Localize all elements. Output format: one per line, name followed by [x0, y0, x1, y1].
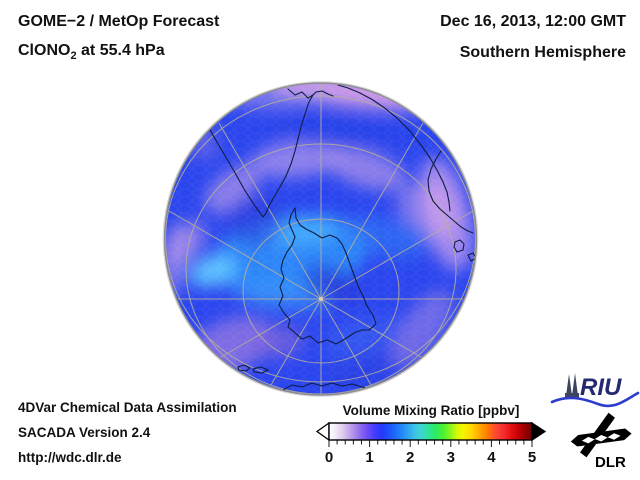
credit-url: http://wdc.dlr.de — [18, 450, 122, 465]
coast-australia — [427, 150, 474, 234]
credit-line-1: 4DVar Chemical Data Assimilation — [18, 400, 237, 415]
colorbar-ticks — [328, 440, 533, 447]
cathedral-icon — [565, 373, 579, 398]
dlr-wordmark: DLR — [595, 454, 626, 471]
tick-label-3: 3 — [447, 449, 455, 466]
plot-title-block: GOME−2 / MetOp Forecast ClONO2 at 55.4 h… — [18, 14, 219, 64]
riu-wordmark: RIU — [580, 374, 622, 401]
datetime-block: Dec 16, 2013, 12:00 GMT Southern Hemisph… — [440, 14, 626, 61]
tick-label-1: 1 — [365, 449, 373, 466]
coast-bottom-rim — [282, 382, 372, 391]
species-level-title: ClONO2 at 55.4 hPa — [18, 42, 165, 63]
coast-tasmania — [453, 239, 465, 253]
colorbar-under-arrow — [315, 421, 330, 442]
colorbar-gradient-bar — [328, 422, 533, 441]
colorbar-title: Volume Mixing Ratio [ppbv] — [343, 403, 520, 418]
globe-rim-outer — [162, 81, 479, 397]
colorbar: Volume Mixing Ratio [ppbv] 0 1 2 3 4 5 — [315, 403, 547, 466]
colorbar-over-arrow — [531, 421, 547, 442]
tick-label-2: 2 — [406, 449, 414, 466]
coast-gulf — [287, 88, 314, 99]
coast-antarctica — [278, 207, 377, 345]
dlr-emblem-icon — [570, 412, 632, 458]
region-label: Southern Hemisphere — [459, 44, 626, 61]
coast-island-a — [237, 364, 251, 372]
globe-rim — [163, 82, 478, 396]
tick-label-0: 0 — [325, 449, 333, 466]
tick-label-4: 4 — [487, 449, 496, 466]
credits-block: 4DVar Chemical Data Assimilation SACADA … — [18, 401, 237, 476]
dlr-logo: DLR — [570, 412, 632, 471]
graticule — [165, 84, 476, 395]
riu-logo: RIU — [550, 373, 640, 408]
datetime-label: Dec 16, 2013, 12:00 GMT — [440, 13, 626, 30]
south-pole-marker — [319, 297, 323, 301]
coast-island-east — [467, 252, 476, 262]
river-wave-icon — [550, 391, 640, 408]
hemisphere-map — [162, 81, 479, 397]
instrument-title: GOME−2 / MetOp Forecast — [18, 13, 220, 30]
coastlines — [197, 84, 476, 391]
colorbar-tick-labels: 0 1 2 3 4 5 — [325, 449, 536, 466]
credit-line-2: SACADA Version 2.4 — [18, 425, 151, 440]
coast-island-b — [252, 366, 269, 374]
tick-label-5: 5 — [528, 449, 536, 466]
subscript: 2 — [70, 50, 77, 63]
coast-africa — [337, 84, 451, 212]
